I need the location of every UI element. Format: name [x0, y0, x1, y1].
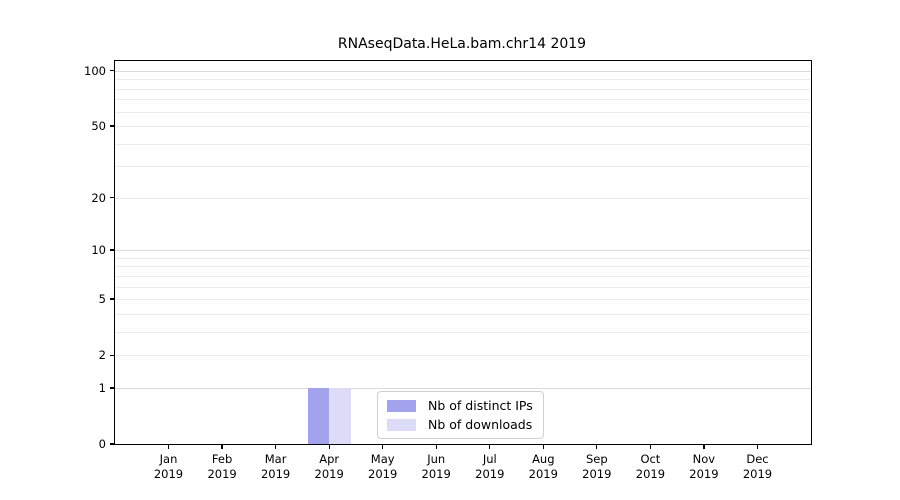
bar-nb-of-downloads — [329, 387, 351, 444]
x-axis-tick — [221, 445, 223, 449]
gridline-minor — [115, 266, 811, 268]
y-axis-tick — [110, 125, 114, 127]
y-tick-label: 5 — [98, 292, 106, 307]
x-tick-month: Feb — [211, 452, 233, 466]
x-tick-year: 2019 — [689, 467, 719, 481]
x-axis-tick — [167, 445, 170, 449]
gridline-minor — [115, 143, 811, 145]
gridline-minor — [115, 313, 811, 315]
x-tick-year: 2019 — [207, 467, 237, 481]
x-axis-tick — [703, 445, 705, 449]
y-tick-label: 1 — [98, 380, 106, 395]
x-tick-label: Nov 2019 — [672, 452, 736, 482]
x-axis-tick — [649, 445, 652, 449]
y-axis-tick — [110, 249, 114, 251]
x-tick-label: Dec 2019 — [726, 452, 790, 482]
legend-item-distinct-ips: Nb of distinct IPs — [387, 398, 533, 413]
legend-item-downloads: Nb of downloads — [387, 417, 533, 432]
x-tick-label: Oct 2019 — [618, 452, 682, 482]
gridline-minor — [115, 257, 811, 259]
x-tick-month: Dec — [746, 452, 769, 466]
x-axis-tick — [435, 445, 437, 449]
y-tick-label: 2 — [98, 348, 106, 363]
gridline-major — [115, 387, 811, 389]
y-tick-label: 0 — [98, 437, 106, 451]
y-tick-label: 20 — [91, 190, 106, 205]
y-axis-tick — [110, 387, 114, 389]
gridline-major — [115, 70, 811, 72]
plot-area: Nb of distinct IPs Nb of downloads 0 1 2 5 1… — [84, 60, 812, 481]
gridline-minor — [115, 197, 811, 199]
x-tick-label: Mar 2019 — [244, 452, 308, 482]
legend: Nb of distinct IPs Nb of downloads — [377, 391, 544, 439]
x-tick-label: Aug 2019 — [511, 452, 575, 482]
x-tick-year: 2019 — [260, 467, 291, 481]
x-axis-tick — [274, 445, 277, 449]
x-tick-year: 2019 — [314, 467, 344, 481]
x-tick-label: Jul 2019 — [458, 452, 522, 482]
x-tick-month: Jan — [159, 452, 178, 466]
x-axis-tick — [328, 445, 330, 449]
gridline-minor — [115, 79, 811, 81]
x-tick-month: May — [370, 452, 395, 466]
gridline-minor — [115, 275, 811, 277]
x-tick-label: Jun 2019 — [404, 452, 468, 482]
legend-label-distinct-ips: Nb of distinct IPs — [428, 398, 533, 413]
x-axis-tick — [382, 445, 384, 449]
x-tick-month: Jul — [482, 452, 497, 466]
x-tick-year: 2019 — [421, 467, 451, 481]
y-axis-tick — [110, 197, 114, 199]
x-axis-tick — [489, 445, 491, 449]
y-axis-tick — [110, 443, 114, 445]
legend-label-downloads: Nb of downloads — [428, 417, 533, 432]
gridline-minor — [115, 126, 811, 127]
x-tick-label: May 2019 — [351, 452, 415, 482]
x-tick-year: 2019 — [153, 467, 184, 481]
x-tick-month: Jun — [427, 452, 446, 466]
x-axis-tick — [756, 445, 759, 449]
y-tick-label: 50 — [91, 119, 106, 133]
gridline-minor — [115, 99, 811, 101]
gridline-minor — [115, 166, 811, 168]
x-tick-year: 2019 — [635, 467, 666, 481]
gridline-minor — [115, 299, 811, 301]
x-tick-month: Nov — [692, 452, 716, 466]
gridline-minor — [115, 331, 811, 333]
gridline-minor — [115, 286, 811, 288]
legend-swatch-distinct-ips — [387, 399, 416, 412]
gridline-minor — [115, 111, 811, 113]
x-tick-year: 2019 — [528, 467, 558, 481]
legend-swatch-downloads — [387, 418, 416, 431]
y-tick-label: 100 — [84, 63, 106, 78]
x-tick-year: 2019 — [368, 467, 398, 481]
y-axis-tick — [110, 298, 114, 300]
gridline-major — [115, 250, 811, 252]
x-tick-month: Mar — [264, 452, 287, 466]
x-axis-tick — [542, 445, 544, 449]
chart-title: RNAseqData.HeLa.bam.chr14 2019 — [337, 36, 587, 52]
x-tick-month: Sep — [585, 452, 608, 466]
bar-nb-of-distinct-ips — [307, 387, 330, 444]
x-tick-label: Feb 2019 — [190, 452, 254, 482]
x-tick-label: Jan 2019 — [137, 452, 201, 482]
gridline-minor — [115, 88, 811, 90]
x-axis-tick — [596, 445, 598, 449]
x-tick-month: Oct — [640, 452, 661, 466]
x-tick-label: Sep 2019 — [565, 452, 629, 482]
y-axis-tick — [110, 70, 114, 72]
x-tick-label: Apr 2019 — [297, 452, 361, 482]
x-tick-year: 2019 — [475, 467, 505, 481]
gridline-minor — [115, 355, 811, 357]
x-tick-year: 2019 — [742, 467, 773, 481]
y-tick-label: 10 — [91, 243, 106, 258]
x-tick-year: 2019 — [582, 467, 612, 481]
x-tick-month: Apr — [319, 452, 340, 466]
y-axis-tick — [110, 354, 114, 356]
x-tick-month: Aug — [532, 452, 555, 466]
